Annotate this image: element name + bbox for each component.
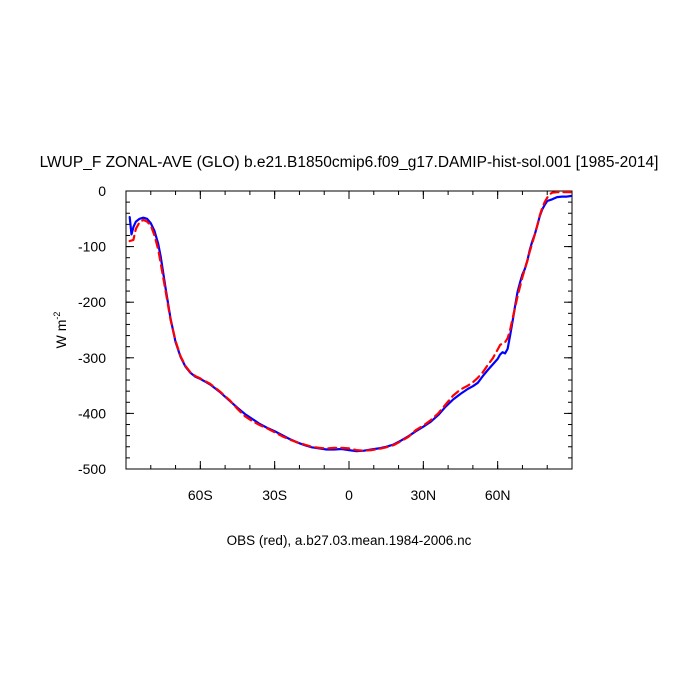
y-tick-label: -300	[78, 350, 106, 366]
x-tick-label: 30S	[262, 487, 287, 503]
chart-caption: OBS (red), a.b27.03.mean.1984-2006.nc	[227, 533, 472, 548]
y-axis-label-text: W m	[53, 320, 69, 349]
y-axis-label-superscript: -2	[52, 312, 62, 320]
y-tick-label: -400	[78, 405, 106, 421]
x-tick-label: 0	[345, 487, 353, 503]
plot-area: 60S 30S 0 30N 60N 0 -100 -200 -300 -400 -500	[78, 183, 573, 503]
series-line-obs	[128, 191, 572, 452]
y-tick-label: -100	[78, 239, 106, 255]
chart-title: LWUP_F ZONAL-AVE (GLO) b.e21.B1850cmip6.…	[40, 154, 659, 171]
series-line-model	[128, 194, 572, 453]
y-axis-label: W m-2	[52, 312, 69, 349]
plot-frame	[125, 190, 573, 470]
y-tick-label: -500	[78, 461, 106, 477]
x-tick-label: 60S	[188, 487, 213, 503]
x-tick-label: 30N	[410, 487, 436, 503]
y-tick-label: -200	[78, 294, 106, 310]
x-tick-label: 60N	[485, 487, 511, 503]
y-tick-label: 0	[98, 183, 106, 199]
